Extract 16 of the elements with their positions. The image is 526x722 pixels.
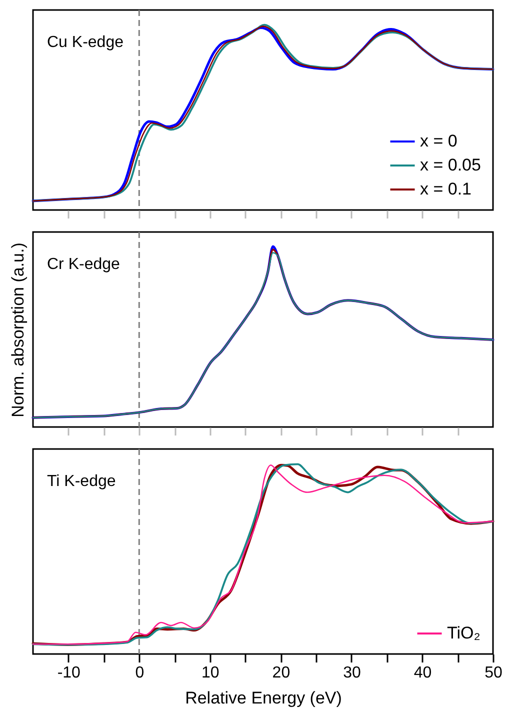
annotation: Cr K-edge <box>47 256 120 273</box>
x-tick-label: 20 <box>272 664 290 682</box>
legend-label: x = 0.1 <box>420 180 472 198</box>
annotation: Cu K-edge <box>47 34 124 51</box>
legend-label: x = 0 <box>420 132 458 150</box>
x-tick-label: 0 <box>135 664 144 682</box>
legend-label: TiO₂ <box>447 624 480 642</box>
x-tick-label: -10 <box>57 664 81 682</box>
legend-label: x = 0.05 <box>420 156 481 174</box>
y-axis-title: Norm. absorption (a.u.) <box>8 242 28 418</box>
x-tick-label: 50 <box>484 664 502 682</box>
x-tick-label: 30 <box>343 664 361 682</box>
annotation: Ti K-edge <box>47 473 116 490</box>
x-tick-label: 10 <box>202 664 220 682</box>
x-tick-label: 40 <box>414 664 432 682</box>
x-axis-title: Relative Energy (eV) <box>185 688 342 708</box>
